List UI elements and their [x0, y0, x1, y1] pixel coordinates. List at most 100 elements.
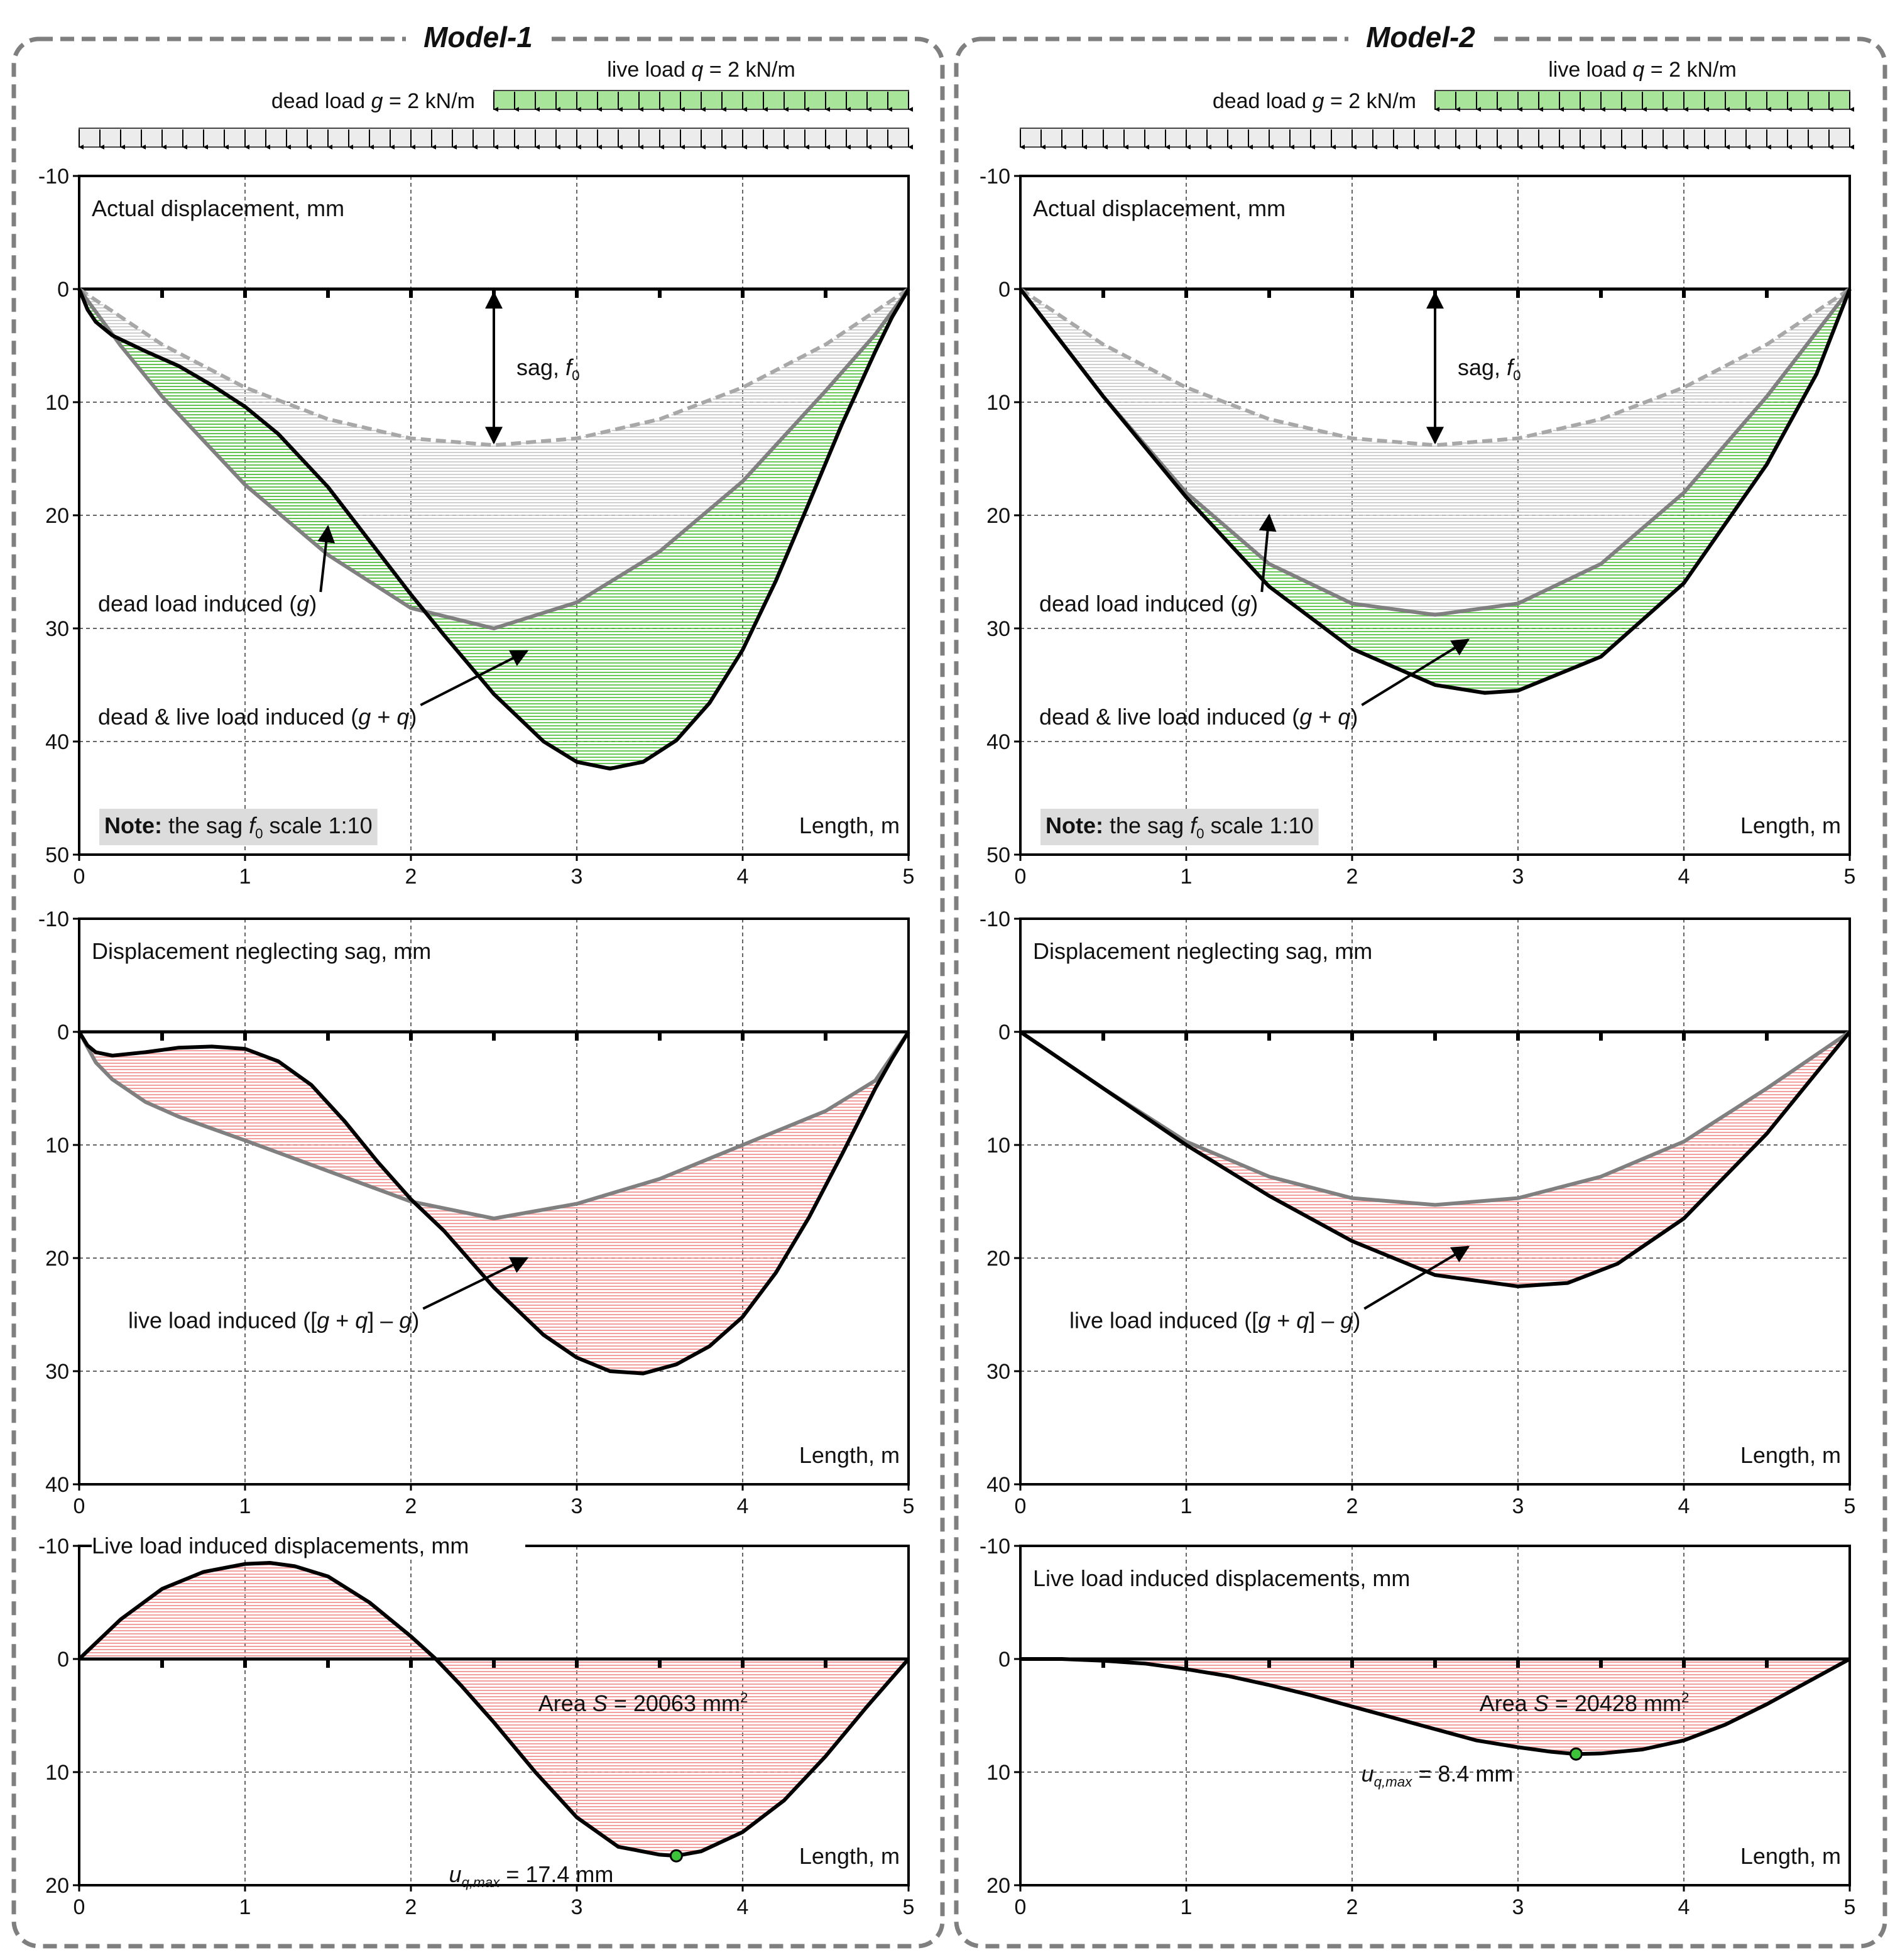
x-tick-label: 5	[1844, 1895, 1856, 1919]
x-tick-label: 3	[1512, 865, 1524, 889]
x-tick-label: 0	[1015, 1494, 1027, 1518]
series-g+q-line	[77, 1031, 910, 1376]
area-label: Area S = 20428 mm2	[1480, 1690, 1690, 1716]
x-tick-label: 2	[1346, 1895, 1358, 1919]
x-axis-label: Length, m	[1740, 1843, 1841, 1869]
y-tick-label: 0	[998, 1648, 1010, 1672]
y-tick-label: 10	[986, 1761, 1010, 1785]
x-tick-label: 2	[1346, 1494, 1358, 1518]
annotation-label: live load induced ([g + q] – g)	[1069, 1308, 1360, 1333]
dead-load-label-part: = 2 kN/m	[383, 89, 475, 113]
x-tick-label: 3	[571, 865, 583, 889]
fill-region	[1125, 1662, 1845, 1754]
dead-load-label: dead load g = 2 kN/m	[271, 89, 475, 113]
y-tick-label: -10	[980, 907, 1010, 931]
panel-title: Live load induced displacements, mm	[92, 1533, 469, 1558]
x-tick-label: 5	[903, 1895, 915, 1919]
annotation-label-part: +	[371, 704, 396, 730]
x-tick-label: 3	[1512, 1895, 1524, 1919]
x-tick-label: 2	[405, 1895, 417, 1919]
annotation-label-part: ] –	[1309, 1308, 1340, 1333]
area-label: Area S = 20063 mm2	[538, 1690, 748, 1716]
x-axis-label: Length, m	[799, 1442, 900, 1468]
live-load-label: live load q = 2 kN/m	[607, 58, 795, 82]
umax-label-part: u	[1362, 1761, 1374, 1787]
panel-title: Live load induced displacements, mm	[1033, 1565, 1410, 1591]
annotation-arrow	[422, 1257, 529, 1310]
x-tick-label: 1	[1181, 865, 1193, 889]
annotation-label-part: dead load induced (	[1039, 591, 1238, 616]
y-tick-label: 30	[45, 1360, 69, 1384]
area-label-part: 2	[1681, 1690, 1689, 1705]
annotation-label-part: )	[1250, 591, 1258, 616]
area-label-part: S	[592, 1690, 608, 1716]
x-axis-label: Length, m	[1740, 1442, 1841, 1468]
x-tick-label: 5	[903, 865, 915, 889]
umax-label: uq,max = 8.4 mm	[1362, 1761, 1514, 1790]
umax-label-part: q,max	[1374, 1774, 1413, 1790]
annotation-label-part: g	[358, 704, 371, 730]
x-tick-label: 1	[239, 1895, 251, 1919]
sag-label-part: 0	[1513, 368, 1521, 383]
annotation-label-part: dead load induced (	[98, 591, 297, 616]
x-tick-label: 2	[1346, 865, 1358, 889]
annotation-label-part: live load induced ([	[1069, 1308, 1258, 1333]
y-tick-label: 40	[45, 730, 69, 754]
x-tick-label: 4	[737, 1494, 749, 1518]
y-tick-label: 10	[45, 391, 69, 415]
annotation-label: dead load induced (g)	[98, 591, 317, 616]
umax-label-part: q,max	[462, 1875, 501, 1890]
annotation-label-part: +	[1270, 1308, 1296, 1333]
umax-point	[669, 1849, 683, 1863]
x-tick-label: 3	[571, 1895, 583, 1919]
model-title: Model-1	[423, 21, 533, 53]
x-tick-label: 4	[1678, 1895, 1690, 1919]
y-tick-label: -10	[38, 165, 69, 189]
area-label-part: 2	[740, 1690, 748, 1705]
x-tick-label: 0	[74, 865, 85, 889]
annotation-label-part: q	[355, 1308, 368, 1333]
series-g+q-line	[77, 288, 910, 771]
panel-title: Displacement neglecting sag, mm	[1033, 938, 1372, 964]
y-tick-label: -10	[38, 907, 69, 931]
dead-load-label-part: dead load	[1213, 89, 1313, 113]
annotation-arrow	[1363, 1246, 1470, 1310]
y-tick-label: 0	[57, 1648, 69, 1672]
x-tick-label: 1	[239, 1494, 251, 1518]
annotation-label-part: +	[329, 1308, 355, 1333]
y-tick-label: 50	[45, 843, 69, 867]
x-tick-label: 3	[1512, 1494, 1524, 1518]
live-load-label-part: q	[691, 58, 703, 82]
dead-load-label: dead load g = 2 kN/m	[1213, 89, 1416, 113]
x-tick-label: 3	[571, 1494, 583, 1518]
annotation-arrow	[317, 525, 336, 593]
umax-label-part: u	[449, 1861, 462, 1887]
dead-load-label-part: g	[371, 89, 383, 113]
fill-region	[1022, 292, 1848, 613]
annotation-label: dead & live load induced (g + q)	[1039, 704, 1358, 730]
fill-region	[82, 1564, 907, 1854]
note-label-part: scale 1:10	[263, 813, 373, 838]
model-1: Model-1 dead load g = 2 kN/m live load q =…	[11, 21, 945, 1949]
y-tick-label: 0	[57, 1021, 69, 1044]
note-label-part: 0	[1196, 826, 1204, 841]
y-tick-label: 20	[45, 504, 69, 528]
y-tick-label: 20	[986, 504, 1010, 528]
dead-load-label-part: dead load	[271, 89, 371, 113]
live-load-label-part: = 2 kN/m	[1644, 58, 1736, 82]
x-tick-label: 0	[1015, 865, 1027, 889]
x-tick-label: 2	[405, 865, 417, 889]
y-tick-label: 20	[986, 1874, 1010, 1898]
annotation-label-part: q	[1296, 1308, 1309, 1333]
annotation-label-part: g	[1340, 1308, 1353, 1333]
note-bg	[99, 809, 378, 845]
plot-frame	[1019, 917, 1851, 1486]
annotation-label-part: g	[1299, 704, 1312, 730]
note-label-part: the sag	[162, 813, 249, 838]
annotation-label-part: dead & live load induced (	[98, 704, 358, 730]
area-label-part: = 20428 mm	[1549, 1690, 1681, 1716]
